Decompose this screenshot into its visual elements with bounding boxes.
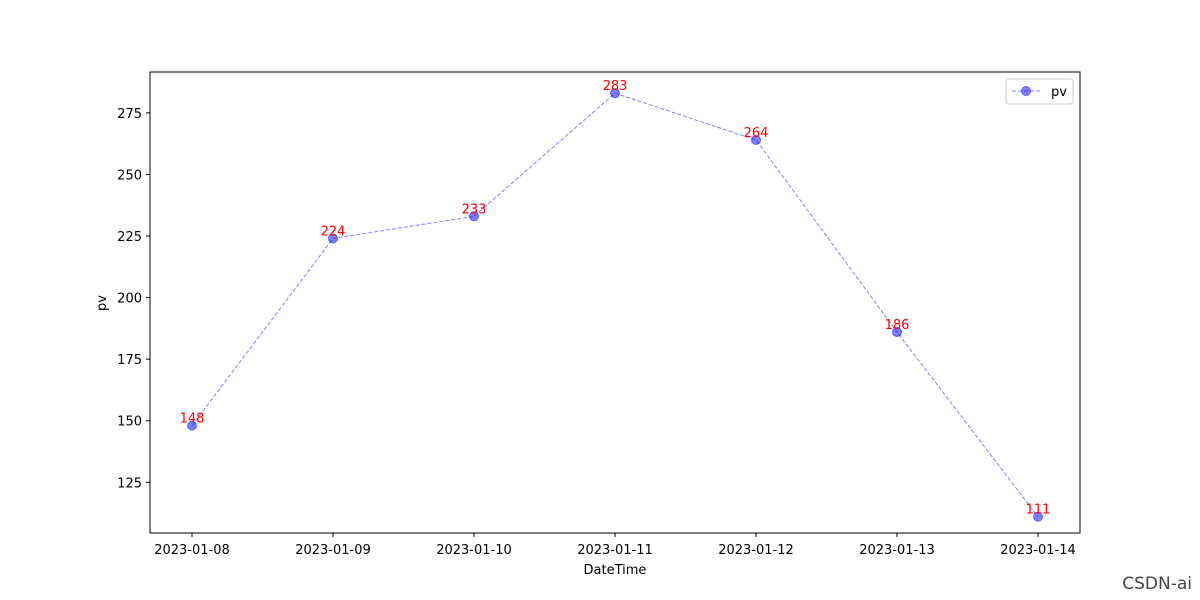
data-label: 148 — [180, 412, 205, 427]
x-axis-label: DateTime — [584, 563, 647, 578]
y-tick-label: 125 — [117, 476, 142, 491]
y-tick-label: 225 — [117, 230, 142, 245]
x-tick-label: 2023-01-13 — [859, 543, 935, 558]
x-tick-label: 2023-01-14 — [1000, 543, 1076, 558]
series-layer — [187, 88, 1043, 522]
x-tick-label: 2023-01-12 — [718, 543, 794, 558]
y-tick-label: 250 — [117, 168, 142, 183]
data-point — [1033, 511, 1043, 522]
y-axis-label: pv — [95, 295, 110, 311]
data-labels-layer: 148 224 233 283 264 186 111 — [180, 79, 1051, 518]
x-axis-ticks: 2023-01-08 2023-01-09 2023-01-10 2023-01-11… — [154, 533, 1076, 558]
legend-marker — [1021, 86, 1031, 96]
data-point — [892, 327, 902, 338]
data-point — [469, 211, 479, 222]
y-tick-label: 275 — [117, 107, 142, 122]
data-label: 186 — [885, 318, 910, 333]
legend: pv — [1005, 78, 1074, 105]
y-tick-label: 150 — [117, 415, 142, 430]
data-point — [328, 233, 338, 244]
y-tick-label: 200 — [117, 292, 142, 307]
data-label: 224 — [321, 224, 346, 239]
data-label: 233 — [462, 202, 487, 217]
y-tick-label: 175 — [117, 353, 142, 368]
data-point — [610, 88, 620, 99]
x-tick-label: 2023-01-09 — [295, 543, 371, 558]
plot-area — [149, 71, 1081, 534]
x-tick-label: 2023-01-11 — [577, 543, 653, 558]
data-label: 283 — [603, 79, 628, 94]
data-label: 111 — [1026, 503, 1051, 518]
data-point — [187, 420, 197, 431]
data-label: 264 — [744, 126, 769, 141]
x-tick-label: 2023-01-08 — [154, 543, 230, 558]
legend-series-name: pv — [1051, 85, 1067, 100]
data-point — [751, 134, 761, 145]
y-axis-ticks: 125 150 175 200 225 250 275 — [117, 107, 150, 491]
watermark: CSDN-ai — [1122, 574, 1192, 594]
x-tick-label: 2023-01-10 — [436, 543, 512, 558]
